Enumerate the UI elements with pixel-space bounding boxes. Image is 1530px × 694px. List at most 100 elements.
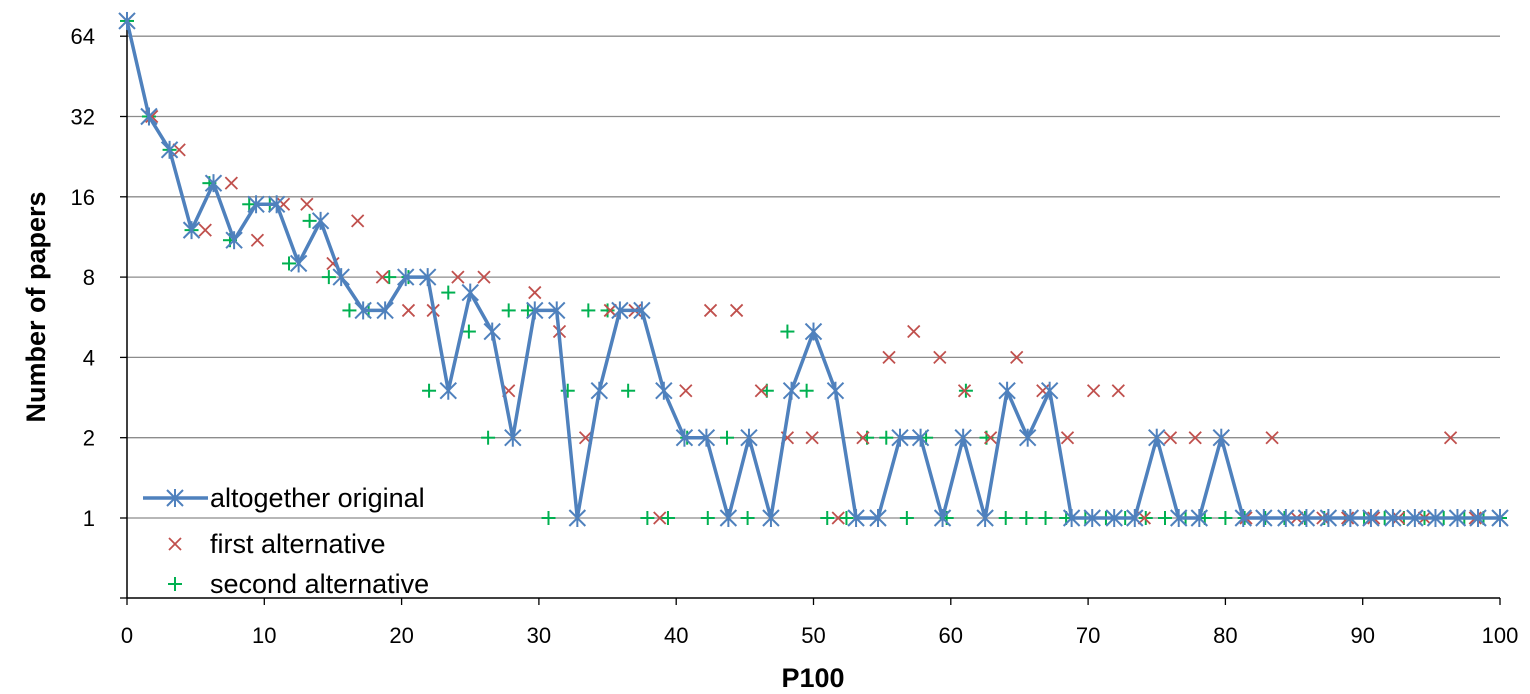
- data-point: [1126, 509, 1144, 527]
- data-point: [1255, 509, 1273, 527]
- data-point: [603, 303, 617, 318]
- x-tick-labels: 0 10 20 30 40 50 60 70 80 90 100: [121, 623, 1518, 648]
- data-point: [675, 428, 694, 447]
- data-point: [660, 511, 675, 525]
- data-point: [397, 268, 415, 287]
- data-point: [831, 511, 845, 525]
- data-point: [847, 509, 865, 527]
- x-tick-label: 60: [939, 623, 963, 648]
- data-point: [311, 211, 330, 230]
- data-point: [633, 301, 651, 320]
- data-point: [933, 509, 952, 527]
- data-point: [332, 268, 350, 287]
- data-point: [581, 303, 596, 318]
- data-point: [697, 428, 716, 447]
- data-point: [1448, 509, 1467, 527]
- data-point: [1212, 428, 1230, 447]
- data-point: [520, 303, 535, 318]
- data-point: [267, 195, 286, 214]
- data-point: [441, 285, 456, 300]
- data-point: [998, 511, 1013, 525]
- data-point: [247, 195, 265, 214]
- data-point: [1188, 431, 1202, 445]
- data-point: [1157, 511, 1172, 525]
- data-point: [302, 213, 317, 228]
- x-tick-label: 0: [121, 623, 133, 648]
- data-point: [740, 428, 758, 447]
- data-point: [899, 511, 914, 525]
- data-point: [568, 509, 587, 527]
- y-tick-label: 8: [83, 265, 95, 290]
- data-point: [1138, 511, 1153, 525]
- data-point: [501, 303, 516, 318]
- data-point: [679, 384, 693, 398]
- data-point: [762, 509, 780, 527]
- data-point: [826, 381, 845, 400]
- data-point: [740, 511, 755, 525]
- data-point: [882, 350, 896, 365]
- data-point: [382, 270, 397, 285]
- data-point: [983, 431, 998, 445]
- data-point: [782, 381, 801, 400]
- data-point: [1406, 509, 1424, 527]
- data-point: [1038, 511, 1053, 525]
- data-point: [799, 383, 814, 398]
- y-tick-label: 64: [71, 24, 95, 49]
- data-point: [1362, 509, 1380, 527]
- y-tick-label: 16: [71, 185, 95, 210]
- legend-label: second alternative: [210, 569, 429, 599]
- data-point: [1190, 509, 1209, 527]
- data-point: [1163, 431, 1178, 445]
- x-tick-label: 30: [527, 623, 551, 648]
- data-point: [907, 324, 921, 339]
- data-point: [1086, 384, 1101, 398]
- data-point: [172, 143, 186, 157]
- legend-swatch: [168, 537, 182, 551]
- y-tick-label: 4: [83, 345, 95, 370]
- data-point: [879, 430, 894, 445]
- data-point: [461, 283, 479, 302]
- data-point: [805, 431, 819, 445]
- data-point: [160, 140, 179, 159]
- y-tick-label: 2: [83, 426, 95, 451]
- data-point: [422, 383, 437, 398]
- legend: altogether original first alternative seco…: [143, 483, 429, 599]
- data-point: [911, 428, 930, 447]
- data-point: [342, 303, 357, 318]
- data-point: [1040, 381, 1059, 400]
- data-point: [754, 384, 768, 398]
- data-point: [1234, 509, 1252, 527]
- data-point: [653, 511, 667, 525]
- data-point: [958, 383, 973, 398]
- data-point: [375, 270, 390, 284]
- data-point: [640, 511, 655, 525]
- axes: [120, 22, 1501, 605]
- legend-label: first alternative: [210, 529, 386, 559]
- data-point: [198, 223, 212, 237]
- y-tick-labels: 1 2 4 8 16 32 64: [71, 24, 95, 531]
- data-point: [1019, 511, 1034, 525]
- data-point: [140, 107, 158, 126]
- legend-entry: altogether original: [143, 483, 425, 513]
- data-point: [1018, 428, 1037, 447]
- data-point: [700, 511, 715, 525]
- data-point: [526, 301, 544, 320]
- data-point: [820, 511, 835, 525]
- data-point: [1083, 509, 1101, 527]
- data-point: [282, 256, 297, 271]
- data-point: [504, 428, 522, 447]
- data-point: [780, 324, 795, 339]
- data-point: [1010, 350, 1024, 365]
- data-point: [224, 176, 238, 190]
- data-point: [976, 509, 994, 527]
- data-point: [611, 301, 629, 320]
- data-point: [401, 303, 416, 318]
- y-tick-label: 1: [83, 506, 95, 531]
- data-point: [351, 214, 365, 228]
- data-point: [954, 428, 972, 447]
- data-point: [250, 233, 265, 247]
- data-point: [1148, 428, 1166, 447]
- data-point: [1265, 431, 1279, 445]
- x-tick-label: 10: [252, 623, 276, 648]
